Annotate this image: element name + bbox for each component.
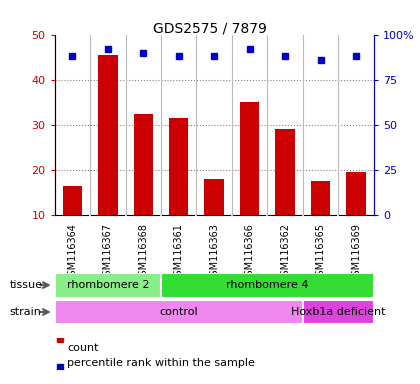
Bar <box>240 102 260 215</box>
Bar <box>303 300 374 324</box>
Text: GSM116367: GSM116367 <box>103 223 113 282</box>
Bar <box>55 273 161 298</box>
Text: rhombomere 2: rhombomere 2 <box>66 280 149 290</box>
Text: GSM116364: GSM116364 <box>67 223 77 282</box>
Bar <box>205 179 224 215</box>
Text: count: count <box>67 343 99 353</box>
Bar <box>161 273 374 298</box>
Text: GSM116369: GSM116369 <box>351 223 361 282</box>
Text: control: control <box>160 307 198 317</box>
Text: GSM116362: GSM116362 <box>280 223 290 282</box>
Text: tissue: tissue <box>9 280 42 290</box>
Bar <box>98 55 118 215</box>
Text: GDS2575 / 7879: GDS2575 / 7879 <box>153 21 267 35</box>
Text: GSM116368: GSM116368 <box>138 223 148 282</box>
Text: rhombomere 4: rhombomere 4 <box>226 280 309 290</box>
Text: percentile rank within the sample: percentile rank within the sample <box>67 358 255 368</box>
Bar <box>311 181 331 215</box>
Bar <box>276 129 295 215</box>
Text: GSM116365: GSM116365 <box>315 223 326 282</box>
Text: GSM116361: GSM116361 <box>174 223 184 282</box>
Text: GSM116363: GSM116363 <box>209 223 219 282</box>
Bar <box>55 300 303 324</box>
Text: Hoxb1a deficient: Hoxb1a deficient <box>291 307 386 317</box>
Text: strain: strain <box>9 307 41 317</box>
Text: GSM116366: GSM116366 <box>245 223 255 282</box>
Bar <box>63 186 82 215</box>
Bar <box>169 118 189 215</box>
Bar <box>346 172 366 215</box>
Bar <box>134 114 153 215</box>
